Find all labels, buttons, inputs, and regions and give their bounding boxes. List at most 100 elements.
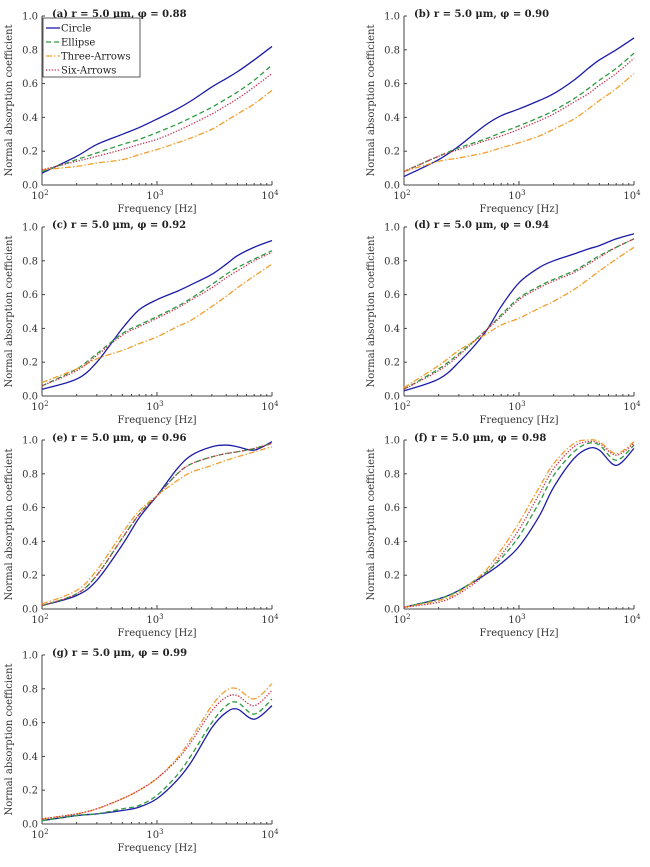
x-tick-exponent: 4 <box>636 613 641 621</box>
x-tick-exponent: 2 <box>44 828 48 836</box>
legend-label: Circle <box>61 24 91 35</box>
x-axis-label: Frequency [Hz] <box>117 628 196 639</box>
x-tick-exponent: 4 <box>636 400 641 408</box>
series-line-circle <box>403 233 635 392</box>
y-tick-label: 0.8 <box>384 45 400 56</box>
y-tick-label: 0.6 <box>22 718 38 729</box>
x-tick-exponent: 4 <box>274 613 279 621</box>
x-tick-exponent: 3 <box>159 828 163 836</box>
series-line-circle <box>41 441 273 607</box>
y-tick-label: 0.0 <box>22 392 38 403</box>
y-tick-label: 0.0 <box>22 181 38 192</box>
y-tick-label: 0.0 <box>22 605 38 616</box>
x-tick-exponent: 3 <box>521 613 525 621</box>
x-tick-exponent: 2 <box>44 400 48 408</box>
x-tick-label: 104 <box>261 400 279 413</box>
y-tick-label: 0.4 <box>22 324 38 335</box>
x-tick-exponent: 4 <box>636 189 641 197</box>
series-line-ellipse <box>41 442 273 607</box>
y-tick-label: 1.0 <box>22 223 38 234</box>
x-tick-label: 102 <box>31 189 48 202</box>
x-tick-label: 103 <box>508 400 525 413</box>
series-line-three-arrows <box>41 89 273 171</box>
y-tick-label: 0.0 <box>384 181 400 192</box>
x-tick-label: 103 <box>146 189 163 202</box>
panel-f: 0.0 0.2 0.4 0.6 0.8 1.0 102 103 104 Frequency [Hz… <box>366 433 641 639</box>
x-tick-label: 102 <box>393 613 410 626</box>
x-tick-label: 102 <box>393 189 410 202</box>
panel-title: (c) r = 5.0 μm, φ = 0.92 <box>52 220 186 231</box>
x-tick-label: 102 <box>31 828 48 841</box>
y-tick-label: 0.2 <box>22 147 38 158</box>
x-tick-exponent: 4 <box>274 400 279 408</box>
y-tick-label: 0.8 <box>384 469 400 480</box>
panel-title: (g) r = 5.0 μm, φ = 0.99 <box>52 648 187 659</box>
series-line-circle <box>403 446 635 608</box>
x-tick-exponent: 2 <box>44 613 48 621</box>
x-tick-label: 104 <box>261 189 279 202</box>
series-line-three-arrows <box>403 439 635 608</box>
y-tick-label: 0.0 <box>22 820 38 831</box>
x-axis-label: Frequency [Hz] <box>479 204 558 215</box>
series-line-six-arrows <box>41 72 273 171</box>
y-tick-label: 0.2 <box>22 571 38 582</box>
series-line-ellipse <box>41 698 273 822</box>
y-tick-label: 0.8 <box>384 256 400 267</box>
panel-title: (e) r = 5.0 μm, φ = 0.96 <box>52 433 186 444</box>
y-tick-label: 0.4 <box>22 537 38 548</box>
y-tick-label: 1.0 <box>22 12 38 23</box>
y-tick-label: 0.4 <box>384 113 400 124</box>
series-line-circle <box>41 705 273 822</box>
x-tick-label: 103 <box>508 189 525 202</box>
x-tick-exponent: 2 <box>406 189 410 197</box>
series-line-ellipse <box>41 64 273 173</box>
x-tick-label: 104 <box>261 613 279 626</box>
panel-g: 0.0 0.2 0.4 0.6 0.8 1.0 102 103 104 Frequency [Hz… <box>4 648 279 854</box>
x-tick-exponent: 2 <box>406 400 410 408</box>
y-tick-label: 0.4 <box>384 537 400 548</box>
y-axis-label: Normal absorption coefficient <box>366 449 377 601</box>
y-axis-label: Normal absorption coefficient <box>366 25 377 177</box>
x-axis-label: Frequency [Hz] <box>479 415 558 426</box>
y-tick-label: 0.8 <box>22 469 38 480</box>
y-tick-label: 0.2 <box>22 786 38 797</box>
x-tick-exponent: 4 <box>274 828 279 836</box>
y-tick-label: 1.0 <box>22 436 38 447</box>
x-tick-label: 104 <box>623 613 641 626</box>
y-tick-label: 0.6 <box>22 79 38 90</box>
y-tick-label: 0.6 <box>22 290 38 301</box>
series-line-ellipse <box>403 442 635 608</box>
y-tick-label: 1.0 <box>22 651 38 662</box>
y-tick-label: 0.2 <box>22 358 38 369</box>
y-tick-label: 1.0 <box>384 436 400 447</box>
panel-c: 0.0 0.2 0.4 0.6 0.8 1.0 102 103 104 Frequency [Hz… <box>4 220 279 426</box>
x-axis-label: Frequency [Hz] <box>117 204 196 215</box>
series-line-three-arrows <box>403 246 635 389</box>
x-tick-label: 103 <box>508 613 525 626</box>
y-tick-label: 0.2 <box>384 147 400 158</box>
x-tick-exponent: 3 <box>159 613 163 621</box>
series-line-six-arrows <box>403 440 635 608</box>
panel-d: 0.0 0.2 0.4 0.6 0.8 1.0 102 103 104 Frequency [Hz… <box>366 220 641 426</box>
x-axis-label: Frequency [Hz] <box>479 628 558 639</box>
y-tick-label: 0.0 <box>384 605 400 616</box>
series-line-six-arrows <box>403 238 635 390</box>
x-tick-label: 103 <box>146 400 163 413</box>
series-line-six-arrows <box>41 442 273 607</box>
series-line-six-arrows <box>41 251 273 387</box>
series-line-circle <box>41 45 273 174</box>
series-line-circle <box>403 37 635 178</box>
series-line-three-arrows <box>41 446 273 605</box>
panel-title: (b) r = 5.0 μm, φ = 0.90 <box>414 9 549 20</box>
y-tick-label: 0.2 <box>384 571 400 582</box>
y-tick-label: 1.0 <box>384 223 400 234</box>
x-tick-exponent: 2 <box>406 613 410 621</box>
y-tick-label: 0.6 <box>384 503 400 514</box>
x-tick-exponent: 2 <box>44 189 48 197</box>
y-tick-label: 0.4 <box>22 752 38 763</box>
y-tick-label: 0.4 <box>22 113 38 124</box>
series-line-three-arrows <box>403 72 635 173</box>
y-tick-label: 0.0 <box>384 392 400 403</box>
panel-title: (d) r = 5.0 μm, φ = 0.94 <box>414 220 549 231</box>
x-axis-label: Frequency [Hz] <box>117 415 196 426</box>
